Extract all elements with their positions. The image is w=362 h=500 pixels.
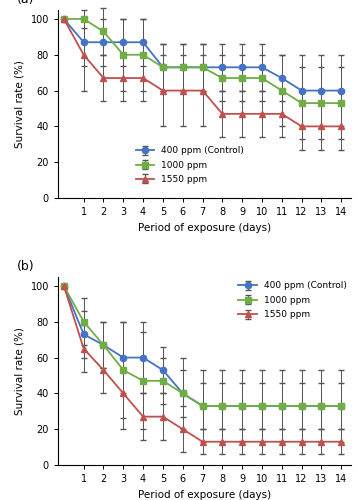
X-axis label: Period of exposure (days): Period of exposure (days) [138,222,271,232]
Legend: 400 ppm (Control), 1000 ppm, 1550 ppm: 400 ppm (Control), 1000 ppm, 1550 ppm [239,282,347,320]
Text: (a): (a) [17,0,34,6]
Text: (b): (b) [17,260,34,273]
X-axis label: Period of exposure (days): Period of exposure (days) [138,490,271,500]
Y-axis label: Survival rate (%): Survival rate (%) [15,327,25,415]
Legend: 400 ppm (Control), 1000 ppm, 1550 ppm: 400 ppm (Control), 1000 ppm, 1550 ppm [136,146,244,184]
Y-axis label: Survival rate (%): Survival rate (%) [15,60,25,148]
